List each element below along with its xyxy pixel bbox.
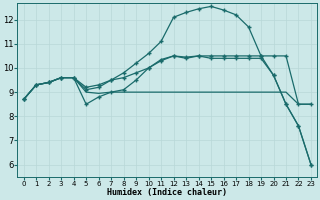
X-axis label: Humidex (Indice chaleur): Humidex (Indice chaleur) — [107, 188, 227, 197]
